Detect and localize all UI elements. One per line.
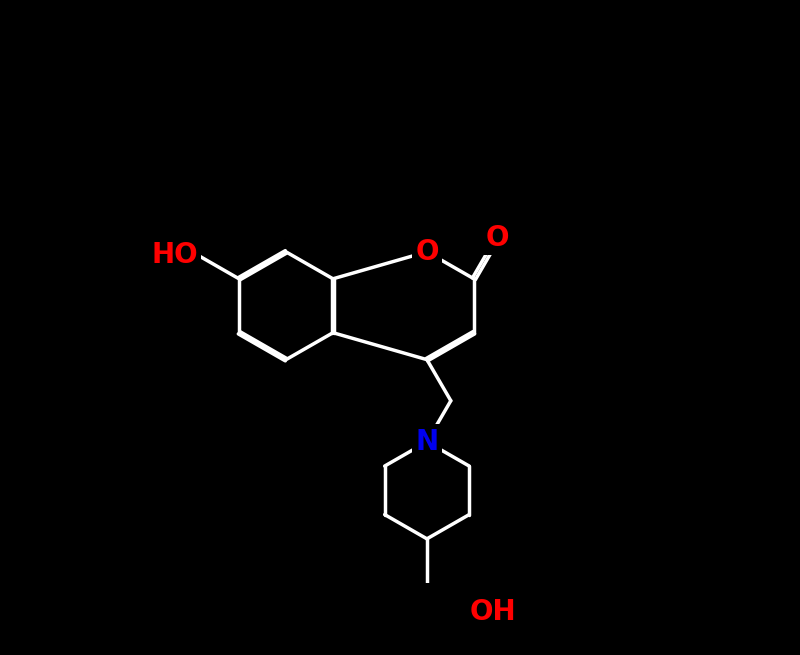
Text: OH: OH <box>470 597 516 626</box>
Text: N: N <box>415 428 438 456</box>
Text: O: O <box>486 224 510 252</box>
Text: O: O <box>415 238 438 266</box>
Text: HO: HO <box>151 241 198 269</box>
